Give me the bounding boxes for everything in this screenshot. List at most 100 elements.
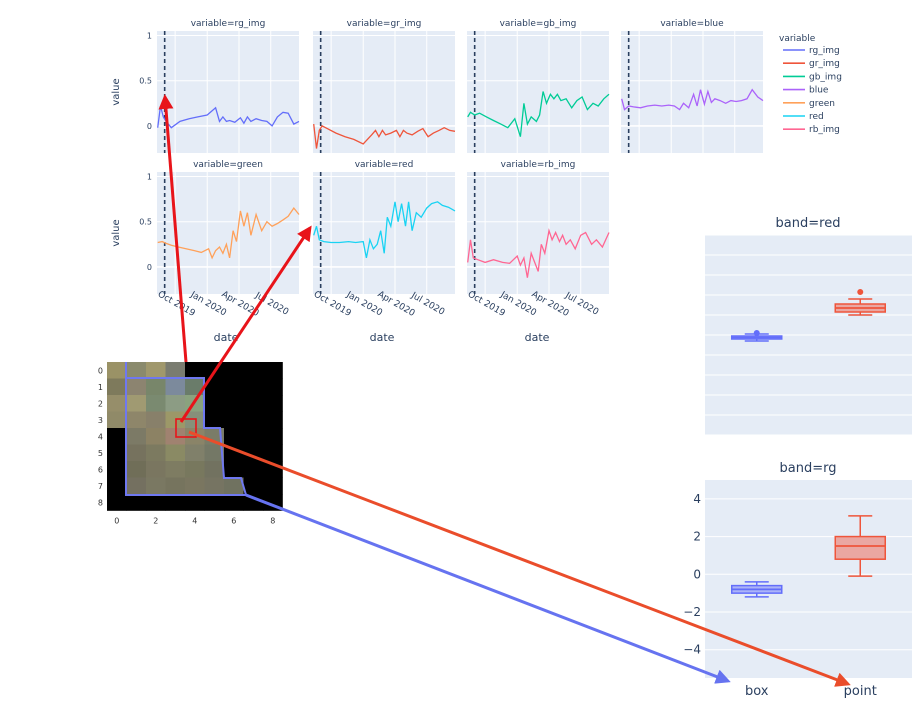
heatmap-cell xyxy=(243,395,264,412)
box-box xyxy=(731,581,783,598)
heatmap-cell xyxy=(243,378,264,396)
heatmap-cell xyxy=(224,362,244,379)
heatmap-cell xyxy=(224,477,244,495)
facet-x-tick-label: Apr 2020 xyxy=(220,290,261,319)
facet-panel-gb_img: variable=gb_img xyxy=(467,19,610,153)
heatmap-cell xyxy=(107,411,127,429)
legend-item-blue: blue xyxy=(783,86,829,96)
heatmap-cell xyxy=(146,411,166,429)
facet-title: variable=blue xyxy=(660,19,724,29)
heatmap-cell xyxy=(107,395,127,412)
legend-label: green xyxy=(809,99,835,109)
heatmap-cell xyxy=(165,362,186,379)
heatmap-y-tick-label: 8 xyxy=(98,498,103,507)
heatmap-cell xyxy=(204,461,225,478)
facet-title: variable=gr_img xyxy=(347,19,422,29)
y-axis-label-row1: value xyxy=(111,78,122,105)
heatmap-cell xyxy=(107,461,127,478)
facet-title: variable=gb_img xyxy=(500,19,577,29)
heatmap-y-tick-label: 3 xyxy=(98,416,103,425)
heatmap-cell xyxy=(146,395,166,412)
box-y-tick-label: −2 xyxy=(683,605,701,619)
heatmap-cell xyxy=(263,477,283,495)
legend-label: blue xyxy=(809,86,829,96)
heatmap-cell xyxy=(263,395,283,412)
heatmap-cell xyxy=(126,411,147,429)
highlight-cell-box xyxy=(175,418,197,438)
box-point xyxy=(834,515,886,577)
heatmap-cell xyxy=(243,362,264,379)
heatmap-cell xyxy=(204,411,225,429)
facet-plot-bg xyxy=(467,31,609,153)
x-axis-label-col2: date xyxy=(370,331,395,344)
facet-plot-bg xyxy=(157,172,299,294)
facet-x-tick-label: Apr 2020 xyxy=(376,290,417,319)
heatmap-cell xyxy=(165,378,186,396)
facet-series-line-gr_img xyxy=(313,124,456,149)
heatmap-x-tick-label: 8 xyxy=(270,517,275,526)
heatmap-cell xyxy=(107,477,127,495)
heatmap-cell xyxy=(146,362,166,379)
heatmap-cell xyxy=(107,494,127,511)
x-axis-label-col3: date xyxy=(525,331,550,344)
heatmap-cell xyxy=(126,494,147,511)
facet-y-tick-label: 0 xyxy=(147,263,152,272)
heatmap-cell xyxy=(146,444,166,462)
heatmap-cell xyxy=(165,461,186,478)
legend-item-green: green xyxy=(783,99,835,109)
pixel-grid-image: 0 2 4 6 8 0 1 2 3 4 5 6 7 8 xyxy=(98,362,283,526)
heatmap-cell xyxy=(165,477,186,495)
facet-title: variable=rb_img xyxy=(501,160,576,170)
legend-label: rb_img xyxy=(809,125,840,135)
heatmap-x-tick-label: 0 xyxy=(114,517,119,526)
heatmap-y-tick-label: 4 xyxy=(98,432,103,441)
box-point xyxy=(834,289,886,316)
legend-label: red xyxy=(809,112,824,122)
facet-series-line-rb_img xyxy=(467,228,610,278)
box-x-tick-label: point xyxy=(844,684,877,699)
facet-series-line-blue xyxy=(621,88,764,111)
heatmap-cell xyxy=(243,461,264,478)
facet-plot-bg xyxy=(313,172,455,294)
field-polygon-outline xyxy=(125,362,248,496)
heatmap-cell xyxy=(126,395,147,412)
facet-title: variable=red xyxy=(355,160,414,170)
heatmap-cell xyxy=(165,444,186,462)
facet-title: variable=green xyxy=(193,160,263,170)
band-red-box-chart: band=red xyxy=(705,216,912,436)
annotation-arrows xyxy=(158,94,851,687)
facet-series-line-gb_img xyxy=(467,91,610,137)
facet-x-tick-label: Apr 2020 xyxy=(530,290,571,319)
legend-label: rg_img xyxy=(809,46,840,56)
band-rg-box-chart: band=rg 4 2 0 −2 −4 box point xyxy=(683,461,912,699)
legend-item-rb_img: rb_img xyxy=(783,125,840,135)
heatmap-cell xyxy=(107,378,127,396)
heatmap-cell xyxy=(185,461,205,478)
box-plot-bg xyxy=(705,480,912,678)
facet-series-line-green xyxy=(157,207,300,260)
heatmap-cell xyxy=(126,378,147,396)
heatmap-cell xyxy=(224,428,244,445)
heatmap-cell xyxy=(224,461,244,478)
box-y-tick-label: 4 xyxy=(693,492,701,506)
heatmap-cell xyxy=(126,362,147,379)
facet-series-line-rg_img xyxy=(157,105,300,129)
heatmap-cell xyxy=(204,378,225,396)
heatmap-cell xyxy=(146,378,166,396)
heatmap-cell xyxy=(126,461,147,478)
y-axis-label-row2: value xyxy=(111,219,122,246)
arrow-to-rg-img xyxy=(158,94,188,363)
heatmap-cell xyxy=(107,428,127,445)
heatmap-cell xyxy=(126,444,147,462)
heatmap-y-tick-label: 5 xyxy=(98,449,103,458)
heatmap-cell xyxy=(204,477,225,495)
heatmap-cell xyxy=(107,362,127,379)
heatmap-cell xyxy=(243,428,264,445)
facet-plot-bg xyxy=(467,172,609,294)
heatmap-cell xyxy=(263,362,283,379)
box-outlier-point xyxy=(857,289,864,295)
legend-item-red: red xyxy=(783,112,824,122)
box-outlier-point xyxy=(753,330,760,336)
